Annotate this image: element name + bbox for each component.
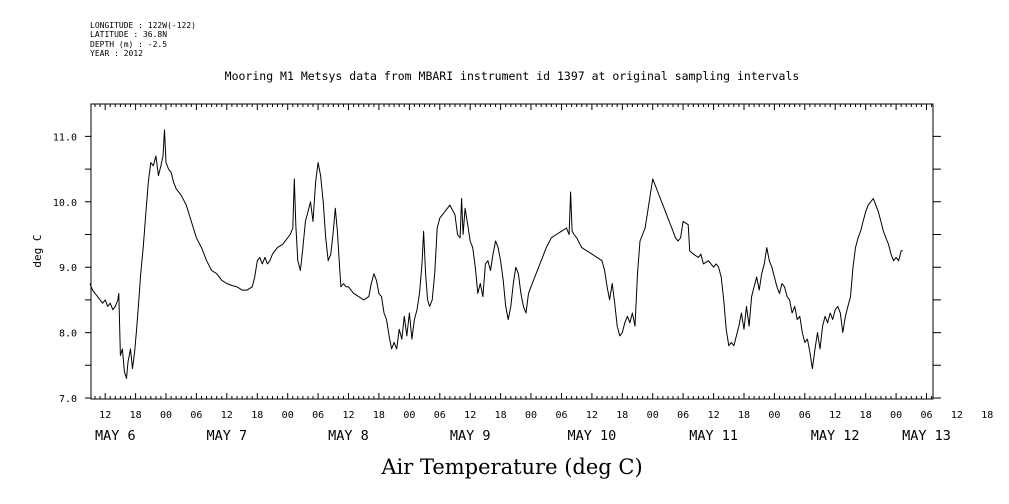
x-tick-label: 00 xyxy=(160,410,172,421)
x-tick-label: 00 xyxy=(525,410,537,421)
y-tick-label: 10.0 xyxy=(53,198,77,209)
y-tick-label: 7.0 xyxy=(59,394,77,405)
x-axis: 12 18 00 06 12 18 00 06 12 18 00 06 12 18 00 06 12 18 00 06… xyxy=(95,410,993,444)
x-tick-label: 12 xyxy=(829,410,841,421)
x-tick-label: 06 xyxy=(677,410,689,421)
chart-title: Mooring M1 Metsys data from MBARI instru… xyxy=(225,69,800,83)
tick-marks xyxy=(85,104,941,399)
x-tick-label: 00 xyxy=(403,410,415,421)
day-label: MAY 11 xyxy=(689,428,738,444)
x-tick-label: 18 xyxy=(495,410,507,421)
x-tick-label: 12 xyxy=(464,410,476,421)
x-tick-label: 00 xyxy=(768,410,780,421)
x-tick-label: 18 xyxy=(373,410,385,421)
day-label: MAY 9 xyxy=(450,428,491,444)
longitude-text: LONGITUDE : 122W(-122) xyxy=(90,21,196,30)
day-label: MAY 7 xyxy=(206,428,247,444)
x-tick-label: 12 xyxy=(586,410,598,421)
year-text: YEAR : 2012 xyxy=(90,48,143,58)
x-tick-label: 00 xyxy=(282,410,294,421)
x-tick-label: 18 xyxy=(616,410,628,421)
x-tick-label: 12 xyxy=(99,410,111,421)
x-tick-label: 06 xyxy=(920,410,932,421)
y-axis: 7.0 8.0 9.0 10.0 11.0 xyxy=(53,132,77,405)
x-axis-label: Air Temperature (deg C) xyxy=(380,455,642,479)
x-tick-label: 12 xyxy=(221,410,233,421)
y-tick-label: 11.0 xyxy=(53,132,77,143)
latitude-text: LATITUDE : 36.8N xyxy=(90,30,168,40)
axis-ticks xyxy=(85,104,941,399)
x-tick-label: 18 xyxy=(130,410,142,421)
day-label: MAY 8 xyxy=(328,428,369,444)
x-tick-label: 00 xyxy=(890,410,902,421)
x-tick-label: 12 xyxy=(342,410,354,421)
x-tick-label: 18 xyxy=(860,410,872,421)
plot-frame xyxy=(90,103,934,400)
x-tick-label: 06 xyxy=(555,410,567,421)
x-tick-label: 18 xyxy=(251,410,263,421)
day-label: MAY 12 xyxy=(811,428,860,444)
day-label: MAY 10 xyxy=(568,428,617,444)
station-metadata: LONGITUDE : 122W(-122) LATITUDE : 36.8N … xyxy=(90,21,196,58)
day-label: MAY 6 xyxy=(95,428,136,444)
x-tick-label: 06 xyxy=(190,410,202,421)
depth-text: DEPTH (m) : -2.5 xyxy=(90,39,168,49)
x-tick-label: 06 xyxy=(799,410,811,421)
y-tick-label: 8.0 xyxy=(59,329,77,340)
x-tick-label: 18 xyxy=(738,410,750,421)
series-line xyxy=(89,129,903,379)
day-label: MAY 13 xyxy=(902,428,951,444)
x-tick-label: 06 xyxy=(312,410,324,421)
data-series xyxy=(89,129,903,379)
x-tick-label: 12 xyxy=(951,410,963,421)
y-axis-label: deg C xyxy=(31,234,44,267)
x-tick-label: 00 xyxy=(647,410,659,421)
x-tick-label: 18 xyxy=(981,410,993,421)
x-tick-label: 12 xyxy=(708,410,720,421)
y-tick-label: 9.0 xyxy=(59,263,77,274)
x-tick-label: 06 xyxy=(434,410,446,421)
